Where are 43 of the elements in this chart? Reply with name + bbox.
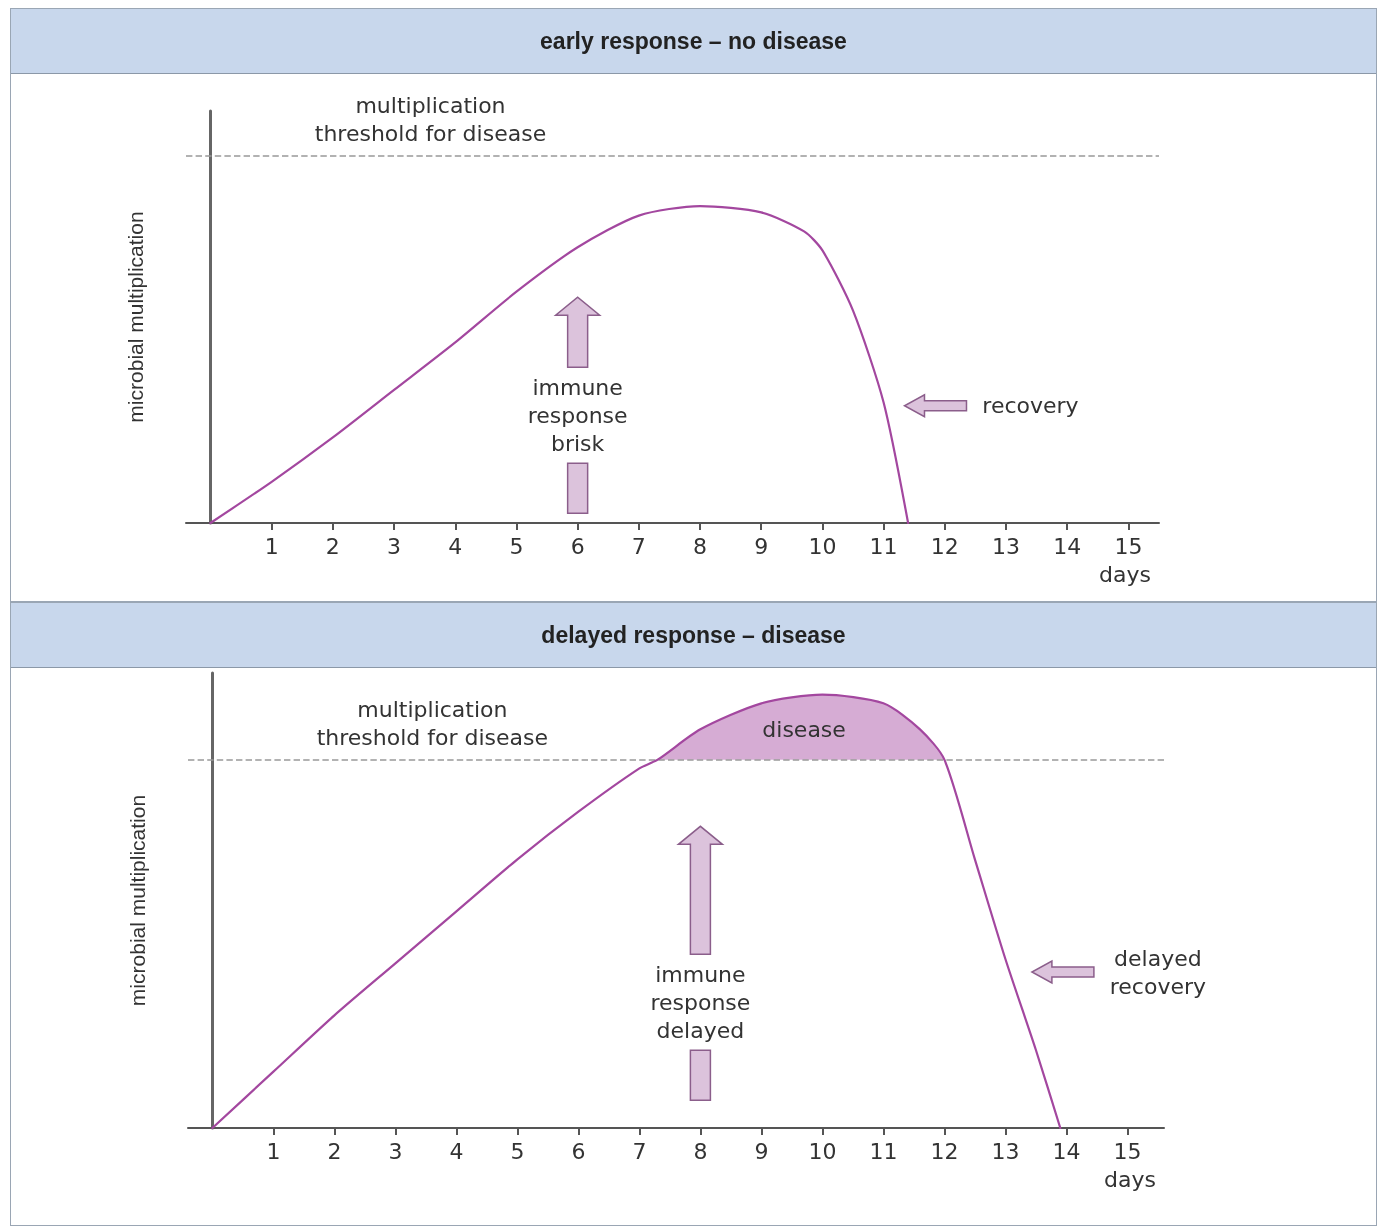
x-tick-label: 14 — [1052, 1138, 1081, 1164]
x-tick-label: 1 — [266, 1138, 281, 1164]
ref-line-label: multiplication threshold for disease — [314, 92, 547, 146]
y-axis-title: microbial multiplication — [126, 794, 149, 1007]
annotation: disease — [762, 716, 846, 742]
x-tick-label: 1 — [264, 533, 279, 559]
annotation: recovery — [982, 393, 1079, 419]
x-tick-label: 14 — [1053, 533, 1082, 559]
x-axis-title: days — [1099, 561, 1151, 587]
x-tick-label: 11 — [869, 1138, 898, 1164]
chart-title: delayed response – disease — [11, 603, 1376, 668]
x-tick-label: 2 — [327, 1138, 342, 1164]
x-tick-label: 11 — [869, 533, 898, 559]
x-tick-label: 3 — [387, 533, 402, 559]
x-tick-label: 13 — [991, 1138, 1020, 1164]
x-tick-label: 13 — [992, 533, 1021, 559]
x-tick-label: 2 — [325, 533, 340, 559]
x-tick-label: 4 — [449, 1138, 464, 1164]
x-tick-label: 4 — [448, 533, 463, 559]
x-tick-label: 9 — [754, 533, 769, 559]
x-tick-label: 8 — [693, 1138, 708, 1164]
x-tick-label: 6 — [570, 533, 585, 559]
x-tick-label: 7 — [631, 533, 646, 559]
x-tick-label: 5 — [509, 533, 524, 559]
x-tick-label: 12 — [930, 533, 959, 559]
annotation: delayed recovery — [1109, 945, 1207, 999]
y-axis-title: microbial multiplication — [124, 211, 147, 423]
x-tick-label: 9 — [754, 1138, 769, 1164]
x-tick-label: 8 — [693, 533, 708, 559]
x-tick-label: 10 — [808, 1138, 837, 1164]
x-tick-label: 6 — [571, 1138, 586, 1164]
x-tick-label: 15 — [1114, 533, 1143, 559]
x-tick-label: 12 — [930, 1138, 959, 1164]
chart-title: early response – no disease — [11, 9, 1376, 74]
x-tick-label: 7 — [632, 1138, 647, 1164]
ref-line-label: multiplication threshold for disease — [316, 697, 549, 751]
annotation: immune response brisk — [527, 374, 628, 456]
x-tick-label: 3 — [388, 1138, 403, 1164]
x-tick-label: 15 — [1113, 1138, 1142, 1164]
annotation: immune response delayed — [650, 961, 751, 1043]
x-tick-label: 5 — [510, 1138, 525, 1164]
x-axis-title: days — [1104, 1166, 1156, 1192]
x-tick-label: 10 — [808, 533, 837, 559]
